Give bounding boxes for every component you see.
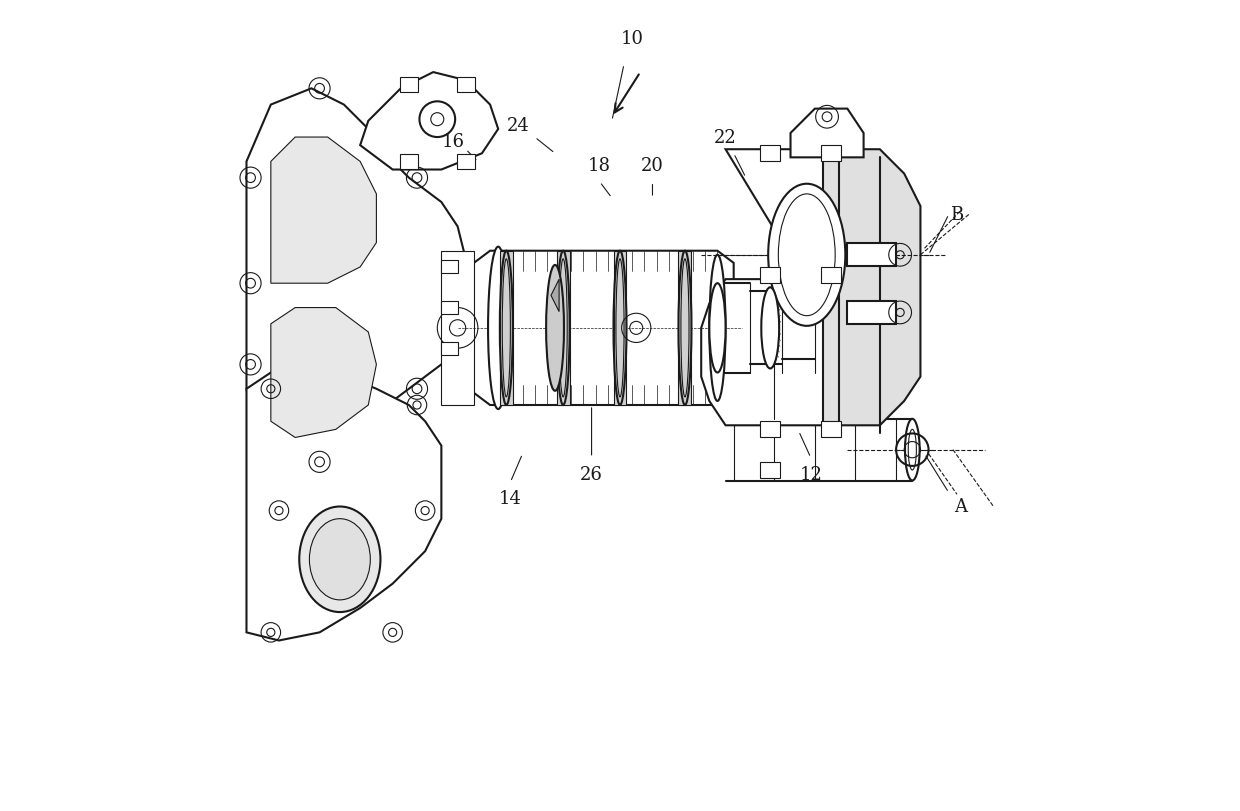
Polygon shape [678, 251, 692, 406]
Text: 12: 12 [800, 466, 822, 483]
Ellipse shape [905, 419, 920, 481]
Ellipse shape [709, 284, 725, 373]
Ellipse shape [779, 195, 836, 316]
Bar [760, 462, 780, 478]
Ellipse shape [299, 507, 381, 612]
Ellipse shape [709, 255, 725, 401]
Bar [760, 146, 780, 162]
Bar [821, 268, 841, 284]
Text: 14: 14 [498, 490, 522, 508]
Polygon shape [474, 251, 734, 406]
Ellipse shape [489, 247, 508, 410]
Bar [441, 302, 458, 315]
Bar [821, 146, 841, 162]
Bar [441, 342, 458, 355]
Polygon shape [270, 138, 377, 284]
Bar [401, 155, 418, 169]
Ellipse shape [310, 519, 371, 600]
Bar [441, 261, 458, 274]
Text: 16: 16 [441, 133, 465, 151]
Ellipse shape [546, 266, 564, 392]
Text: 18: 18 [588, 157, 611, 175]
Bar [847, 302, 897, 324]
Polygon shape [791, 109, 863, 158]
Polygon shape [557, 251, 569, 406]
Bar [401, 78, 418, 92]
Text: 22: 22 [714, 129, 737, 147]
Text: 10: 10 [621, 30, 644, 48]
Text: B: B [950, 206, 963, 224]
Bar [456, 155, 475, 169]
Text: 20: 20 [641, 157, 663, 175]
Polygon shape [614, 251, 626, 406]
Bar [821, 422, 841, 438]
Polygon shape [701, 150, 863, 426]
Polygon shape [823, 150, 920, 426]
Ellipse shape [761, 288, 779, 369]
Text: A: A [955, 498, 967, 516]
Bar [847, 244, 897, 267]
Polygon shape [360, 73, 498, 170]
Polygon shape [441, 251, 474, 406]
Polygon shape [247, 89, 466, 462]
Bar [456, 78, 475, 92]
Bar [760, 268, 780, 284]
Text: 26: 26 [580, 466, 603, 483]
Text: 24: 24 [507, 117, 529, 135]
Ellipse shape [769, 185, 846, 326]
Polygon shape [551, 280, 559, 312]
Polygon shape [247, 373, 441, 641]
Polygon shape [270, 308, 377, 438]
Bar [760, 422, 780, 438]
Polygon shape [500, 251, 513, 406]
Ellipse shape [908, 430, 916, 470]
